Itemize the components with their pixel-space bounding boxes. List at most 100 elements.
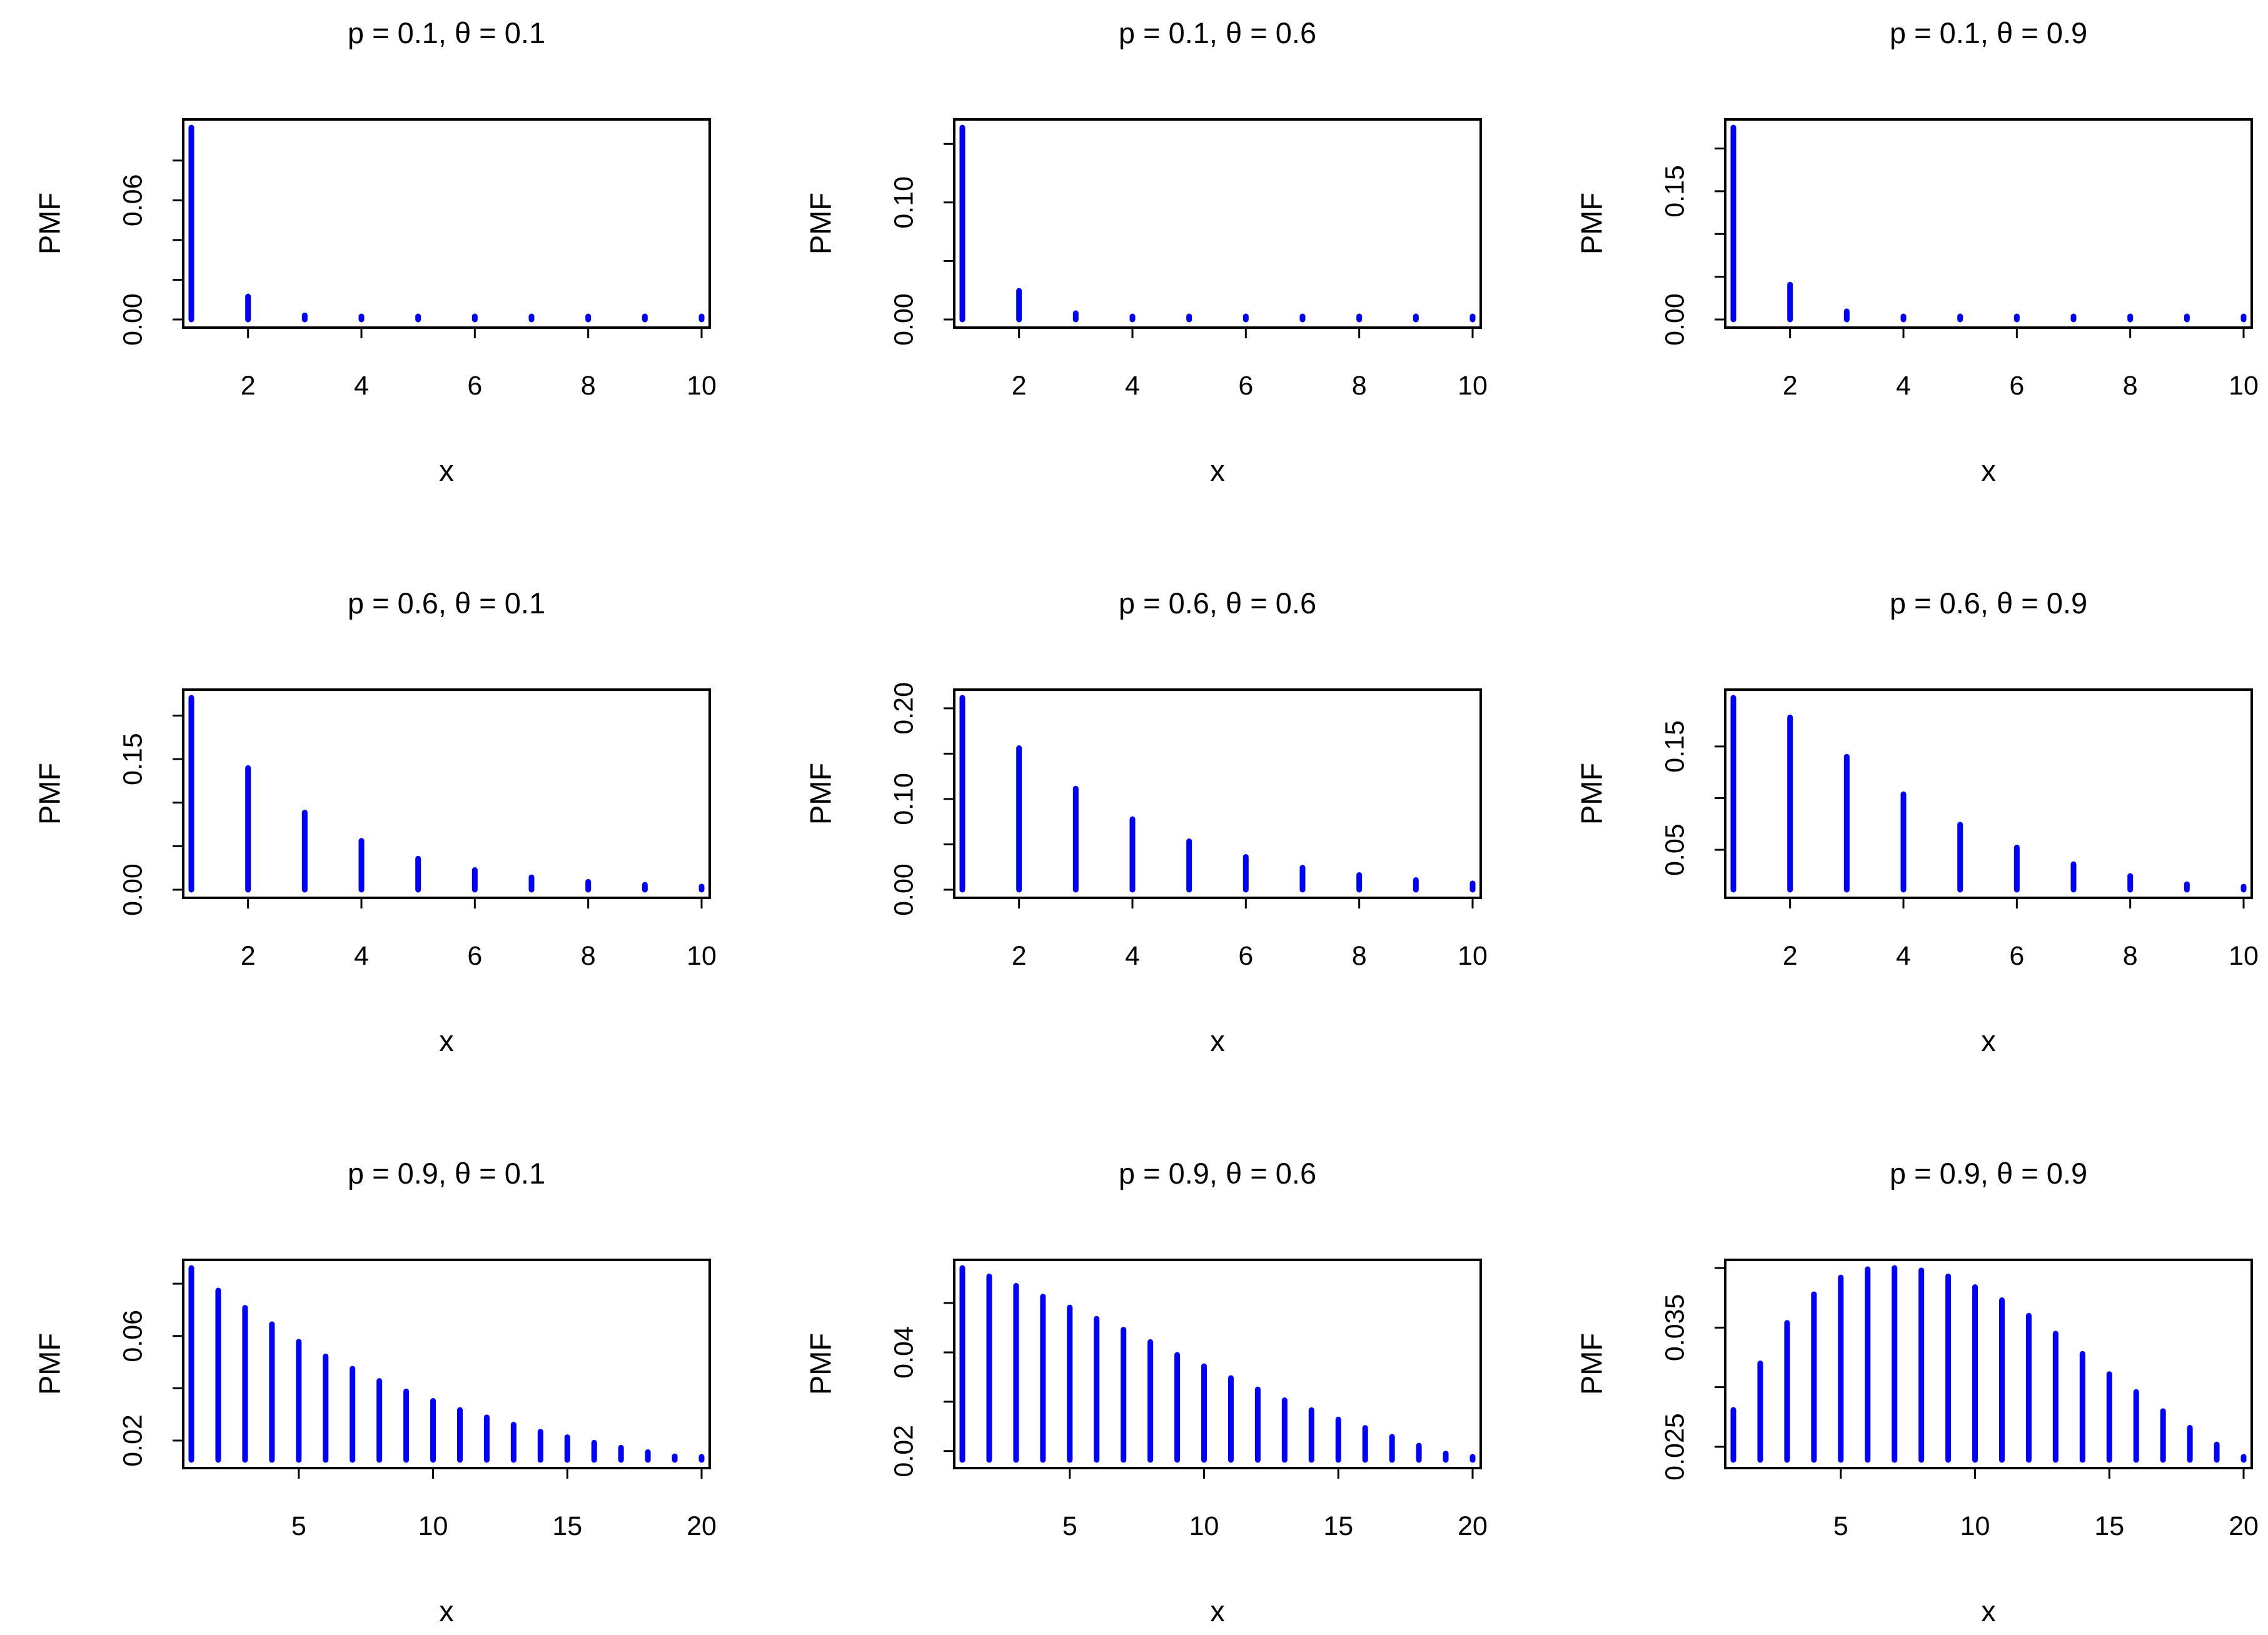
panel-1: p = 0.1, θ = 0.1 x PMF 2 4 6 8 10 0.00 0.06 <box>33 16 717 487</box>
panel-9: p = 0.9, θ = 0.9 x PMF 5 10 15 20 0.025 0.035 <box>1575 1157 2259 1627</box>
y-tick-label: 0.00 <box>118 863 148 916</box>
x-axis-title: x <box>1981 1024 1996 1057</box>
x-tick-label: 6 <box>1238 941 1253 971</box>
y-axis-title: PMF <box>1575 193 1608 254</box>
y-tick-label: 0.15 <box>1660 165 1690 218</box>
plot-frame <box>1724 1259 2253 1469</box>
y-tick-label: 0.02 <box>118 1414 148 1467</box>
x-tick-label: 5 <box>291 1511 306 1541</box>
panel-6: p = 0.6, θ = 0.9 x PMF 2 4 6 8 10 0.05 0.15 <box>1575 586 2259 1057</box>
x-tick-label: 10 <box>1458 371 1488 401</box>
x-tick-label: 8 <box>1352 941 1367 971</box>
y-tick-label: 0.035 <box>1660 1294 1690 1362</box>
x-tick-label: 10 <box>2229 941 2259 971</box>
x-tick-label: 15 <box>2094 1511 2124 1541</box>
x-tick-label: 15 <box>1323 1511 1353 1541</box>
y-axis-title: PMF <box>1575 763 1608 825</box>
x-tick-label: 2 <box>241 941 256 971</box>
x-tick-label: 2 <box>241 371 256 401</box>
x-tick-label: 2 <box>1012 371 1027 401</box>
panel-title: p = 0.6, θ = 0.6 <box>1119 586 1316 620</box>
x-axis-title: x <box>1210 1594 1225 1627</box>
y-axis-title: PMF <box>804 1333 837 1395</box>
x-tick-label: 5 <box>1833 1511 1848 1541</box>
panel-2: p = 0.1, θ = 0.6 x PMF 2 4 6 8 10 0.00 0.10 <box>804 16 1488 487</box>
y-tick-label: 0.00 <box>889 293 919 346</box>
x-axis-title: x <box>439 1024 454 1057</box>
y-tick-label: 0.00 <box>1660 293 1690 346</box>
panel-4: p = 0.6, θ = 0.1 x PMF 2 4 6 8 10 0.00 0.15 <box>33 586 717 1057</box>
plot-frame <box>1724 118 2253 329</box>
plot-frame <box>953 1259 1482 1469</box>
x-tick-label: 20 <box>2229 1511 2259 1541</box>
y-tick-label: 0.00 <box>118 293 148 346</box>
y-tick-label: 0.20 <box>889 682 919 735</box>
y-tick-label: 0.10 <box>889 176 919 229</box>
x-tick-label: 15 <box>552 1511 582 1541</box>
panel-8: p = 0.9, θ = 0.6 x PMF 5 10 15 20 0.02 0.04 <box>804 1157 1488 1627</box>
panel-title: p = 0.6, θ = 0.1 <box>348 586 545 620</box>
x-tick-label: 4 <box>354 941 369 971</box>
panel-5: p = 0.6, θ = 0.6 x PMF 2 4 6 8 10 0.00 0.10 0.20 <box>804 586 1488 1057</box>
y-axis-title: PMF <box>804 763 837 825</box>
x-tick-label: 8 <box>2123 371 2138 401</box>
x-axis-title: x <box>1981 454 1996 487</box>
x-axis-title: x <box>439 454 454 487</box>
y-tick-label: 0.05 <box>1660 823 1690 876</box>
x-tick-label: 5 <box>1062 1511 1077 1541</box>
x-tick-label: 6 <box>2009 941 2024 971</box>
y-tick-label: 0.06 <box>118 1310 148 1362</box>
y-axis-title: PMF <box>33 193 66 254</box>
x-axis-title: x <box>1210 454 1225 487</box>
y-tick-label: 0.04 <box>889 1326 919 1379</box>
plot-frame <box>182 1259 711 1469</box>
panel-title: p = 0.1, θ = 0.9 <box>1890 16 2087 49</box>
x-tick-label: 10 <box>1960 1511 1990 1541</box>
x-tick-label: 8 <box>581 371 596 401</box>
x-tick-label: 8 <box>581 941 596 971</box>
x-tick-label: 8 <box>1352 371 1367 401</box>
x-axis-title: x <box>439 1594 454 1627</box>
x-tick-label: 6 <box>1238 371 1253 401</box>
x-tick-label: 4 <box>1125 941 1140 971</box>
panel-3: p = 0.1, θ = 0.9 x PMF 2 4 6 8 10 0.00 0.15 <box>1575 16 2259 487</box>
y-axis-title: PMF <box>33 763 66 825</box>
y-axis-title: PMF <box>804 193 837 254</box>
y-tick-label: 0.025 <box>1660 1413 1690 1481</box>
plot-frame <box>182 688 711 899</box>
x-tick-label: 6 <box>467 941 482 971</box>
plot-frame <box>1724 688 2253 899</box>
x-tick-label: 10 <box>1189 1511 1219 1541</box>
panel-title: p = 0.1, θ = 0.6 <box>1119 16 1316 49</box>
panel-7: p = 0.9, θ = 0.1 x PMF 5 10 15 20 0.02 0.06 <box>33 1157 717 1627</box>
x-tick-label: 4 <box>1896 371 1911 401</box>
x-tick-label: 4 <box>1125 371 1140 401</box>
x-tick-label: 8 <box>2123 941 2138 971</box>
x-tick-label: 4 <box>354 371 369 401</box>
y-tick-label: 0.15 <box>118 733 148 785</box>
x-tick-label: 20 <box>1458 1511 1488 1541</box>
x-tick-label: 2 <box>1012 941 1027 971</box>
x-tick-label: 4 <box>1896 941 1911 971</box>
x-tick-label: 2 <box>1783 371 1798 401</box>
x-tick-label: 10 <box>2229 371 2259 401</box>
y-tick-label: 0.15 <box>1660 720 1690 773</box>
x-tick-label: 10 <box>418 1511 448 1541</box>
y-tick-label: 0.02 <box>889 1425 919 1477</box>
y-tick-label: 0.06 <box>118 174 148 226</box>
x-tick-label: 10 <box>687 941 717 971</box>
panel-title: p = 0.9, θ = 0.9 <box>1890 1157 2087 1190</box>
panel-title: p = 0.1, θ = 0.1 <box>348 16 545 49</box>
y-tick-label: 0.10 <box>889 773 919 825</box>
panel-title: p = 0.6, θ = 0.9 <box>1890 586 2087 620</box>
x-tick-label: 6 <box>467 371 482 401</box>
panel-title: p = 0.9, θ = 0.6 <box>1119 1157 1316 1190</box>
x-axis-title: x <box>1210 1024 1225 1057</box>
panel-title: p = 0.9, θ = 0.1 <box>348 1157 545 1190</box>
y-axis-title: PMF <box>1575 1333 1608 1395</box>
x-tick-label: 10 <box>1458 941 1488 971</box>
x-tick-label: 6 <box>2009 371 2024 401</box>
plot-frame <box>953 118 1482 329</box>
x-tick-label: 20 <box>687 1511 717 1541</box>
